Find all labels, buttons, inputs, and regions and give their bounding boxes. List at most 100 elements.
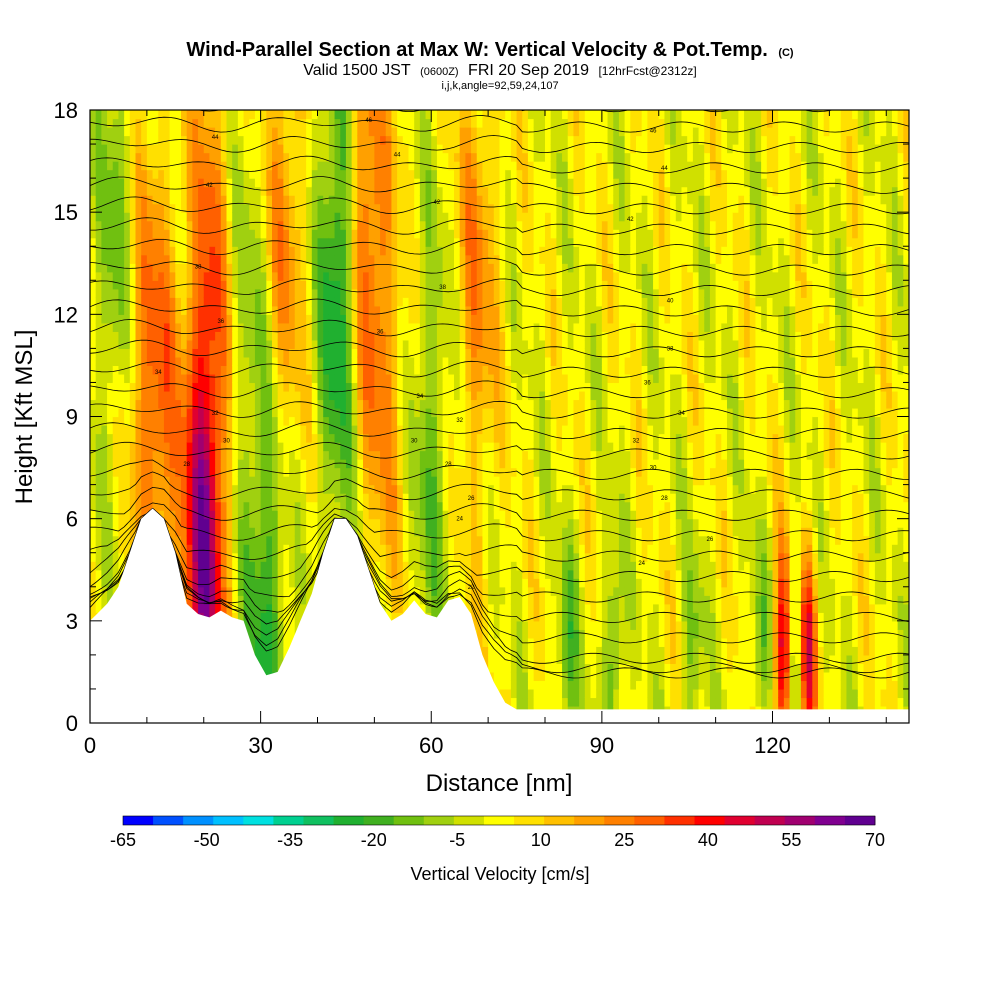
velocity-cell: [260, 195, 267, 205]
velocity-cell: [181, 178, 188, 188]
velocity-cell: [107, 220, 114, 230]
velocity-cell: [118, 195, 125, 205]
velocity-cell: [471, 263, 478, 273]
velocity-cell: [283, 646, 290, 656]
velocity-cell: [209, 229, 216, 239]
velocity-cell: [158, 246, 165, 256]
velocity-cell: [402, 373, 410, 384]
velocity-cell: [385, 510, 393, 520]
velocity-cell: [192, 220, 199, 230]
velocity-cell: [209, 416, 216, 426]
velocity-cell: [414, 433, 421, 443]
velocity-cell: [249, 527, 256, 537]
velocity-cell: [90, 467, 97, 477]
velocity-cell: [328, 314, 336, 324]
velocity-cell: [101, 271, 108, 281]
velocity-cell: [317, 399, 324, 409]
velocity-cell: [266, 356, 273, 367]
velocity-cell: [306, 527, 313, 537]
velocity-cell: [306, 442, 313, 452]
velocity-cell: [328, 493, 336, 503]
velocity-cell: [471, 390, 478, 401]
velocity-cell: [391, 527, 398, 537]
velocity-cell: [454, 331, 461, 341]
velocity-cell: [340, 305, 347, 315]
velocity-cell: [385, 271, 393, 281]
velocity-cell: [249, 212, 256, 222]
velocity-cell: [192, 518, 199, 528]
velocity-cell: [385, 178, 393, 188]
velocity-cell: [95, 442, 102, 452]
velocity-cell: [101, 322, 108, 332]
velocity-cell: [192, 578, 199, 588]
velocity-cell: [254, 220, 262, 230]
velocity-cell: [232, 331, 239, 341]
velocity-cell: [152, 271, 159, 281]
velocity-cell: [232, 169, 239, 179]
velocity-cell: [277, 297, 284, 307]
velocity-cell: [260, 322, 267, 332]
velocity-cell: [124, 390, 131, 401]
velocity-cell: [203, 373, 211, 384]
velocity-cell: [419, 186, 427, 196]
velocity-cell: [471, 510, 478, 520]
velocity-cell: [192, 561, 199, 571]
velocity-cell: [351, 399, 358, 409]
velocity-cell: [152, 459, 159, 469]
velocity-cell: [209, 186, 216, 196]
velocity-cell: [272, 305, 279, 315]
velocity-cell: [345, 110, 353, 120]
velocity-cell: [283, 612, 290, 622]
velocity-cell: [306, 450, 313, 460]
velocity-cell: [465, 399, 472, 409]
velocity-cell: [380, 288, 387, 298]
velocity-cell: [107, 586, 114, 596]
velocity-cell: [232, 467, 239, 477]
velocity-cell: [175, 459, 182, 469]
velocity-cell: [163, 493, 171, 503]
velocity-cell: [328, 501, 336, 511]
velocity-cell: [237, 518, 245, 528]
velocity-cell: [351, 254, 358, 264]
velocity-cell: [311, 544, 319, 554]
velocity-cell: [283, 637, 290, 647]
velocity-cell: [146, 442, 154, 452]
velocity-cell: [266, 169, 273, 179]
velocity-cell: [425, 493, 432, 503]
velocity-cell: [283, 433, 290, 443]
velocity-cell: [277, 288, 284, 298]
velocity-cell: [135, 373, 142, 384]
velocity-cell: [129, 382, 137, 392]
velocity-cell: [425, 569, 432, 579]
velocity-cell: [345, 203, 353, 213]
velocity-cell: [323, 450, 330, 460]
velocity-cell: [482, 646, 489, 656]
velocity-cell: [294, 263, 302, 273]
velocity-cell: [95, 356, 102, 367]
velocity-cell: [141, 348, 148, 358]
velocity-cell: [419, 305, 427, 315]
velocity-cell: [220, 127, 228, 137]
velocity-cell: [112, 382, 120, 392]
velocity-cell: [374, 127, 381, 137]
velocity-cell: [465, 195, 472, 205]
velocity-cell: [345, 348, 353, 358]
velocity-cell: [317, 110, 324, 120]
velocity-cell: [311, 476, 319, 486]
velocity-cell: [232, 527, 239, 537]
velocity-cell: [408, 263, 415, 273]
velocity-cell: [351, 322, 358, 332]
velocity-cell: [425, 578, 432, 588]
velocity-cell: [129, 237, 137, 247]
velocity-cell: [357, 135, 364, 145]
velocity-cell: [402, 178, 410, 188]
velocity-cell: [203, 586, 211, 596]
velocity-cell: [266, 646, 273, 656]
velocity-cell: [402, 135, 410, 145]
velocity-cell: [95, 314, 102, 324]
velocity-cell: [323, 518, 330, 528]
velocity-cell: [368, 271, 375, 281]
velocity-cell: [340, 288, 347, 298]
velocity-cell: [471, 348, 478, 358]
velocity-cell: [454, 356, 461, 367]
